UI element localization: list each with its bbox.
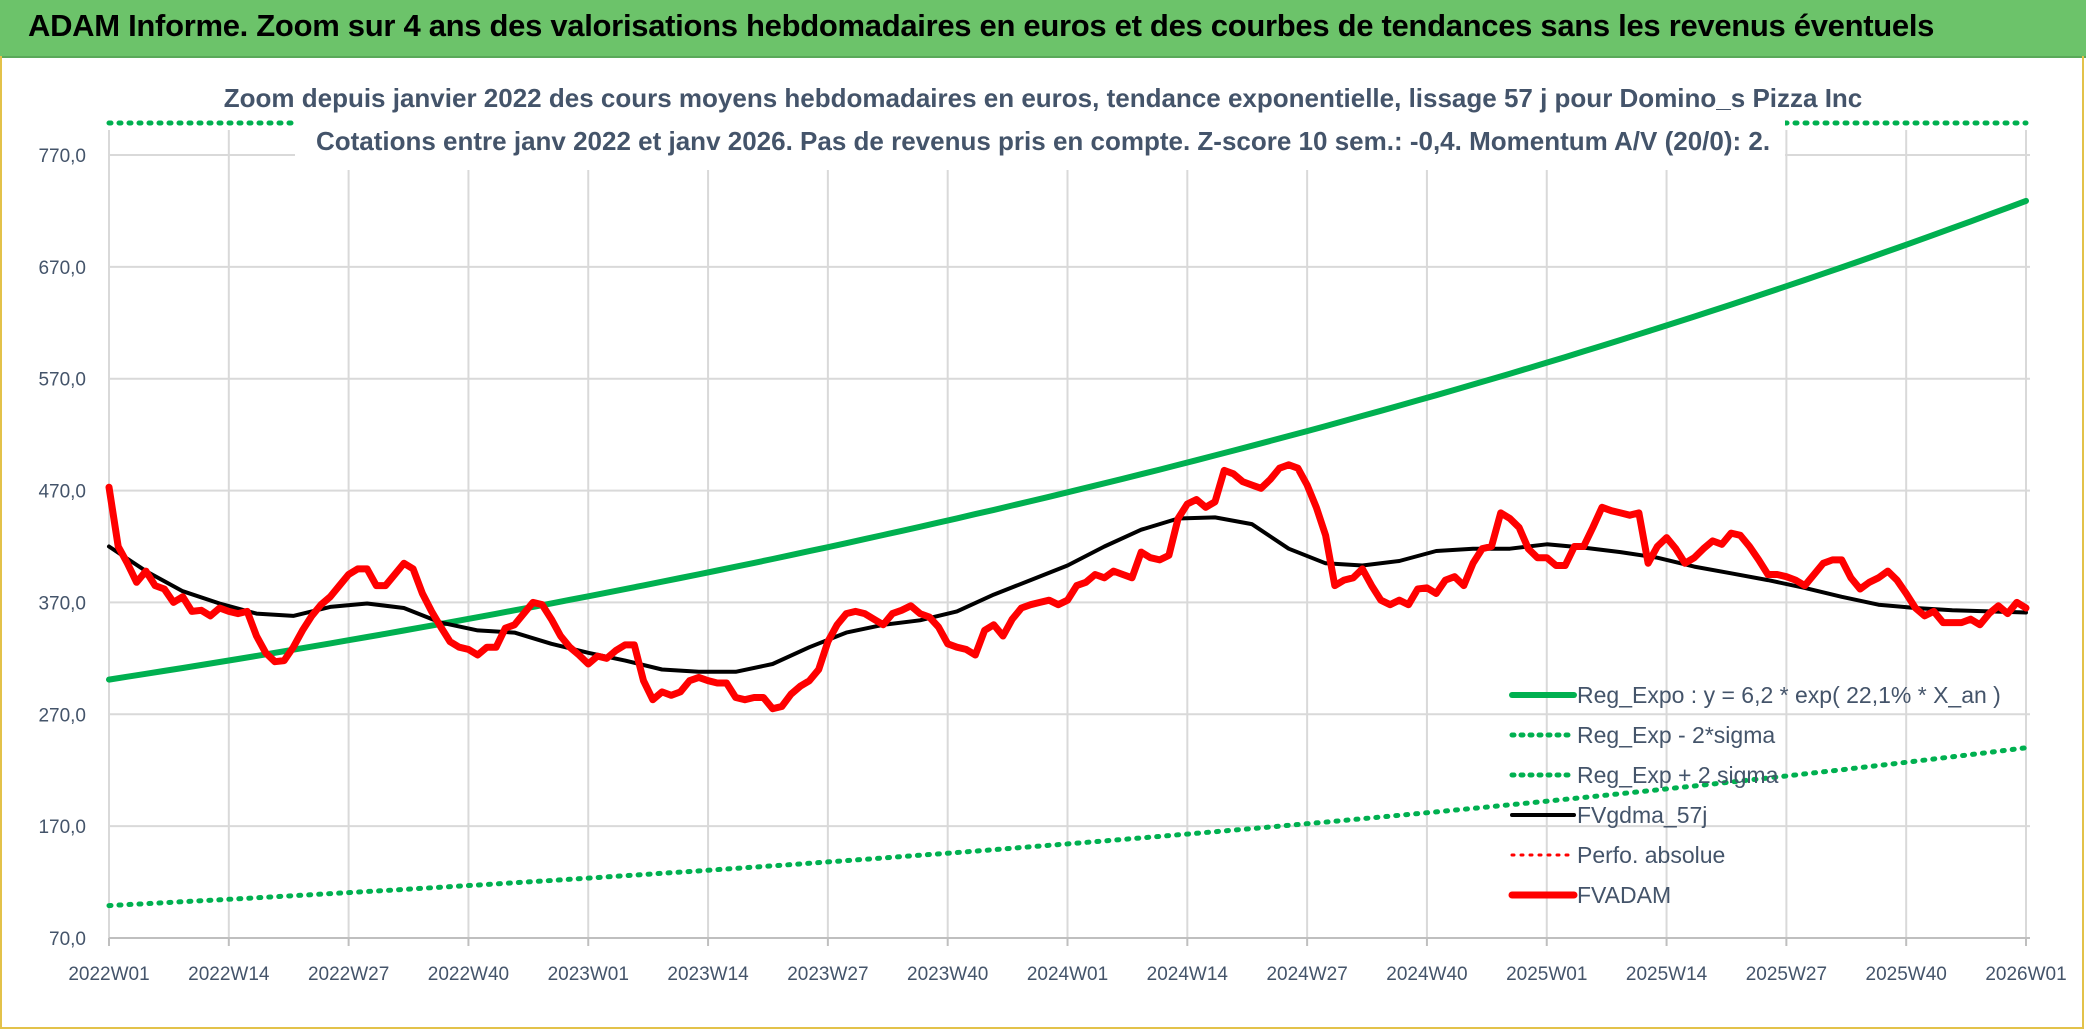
y-tick-label: 370,0 [38,593,86,614]
x-tick-label: 2022W14 [188,964,270,985]
banner-title: ADAM Informe. Zoom sur 4 ans des valoris… [28,8,1935,43]
y-tick-label: 570,0 [38,370,86,391]
x-tick-label: 2023W01 [548,964,629,985]
y-tick-label: 470,0 [38,482,86,503]
legend-label: Reg_Exp + 2 sigma [1577,762,1779,788]
y-tick-label: 670,0 [38,258,86,279]
x-tick-label: 2023W40 [907,964,988,985]
x-tick-label: 2025W01 [1506,964,1587,985]
legend-label: FVADAM [1577,882,1671,908]
x-tick-label: 2024W01 [1027,964,1108,985]
x-tick-label: 2022W27 [308,964,389,985]
x-tick-label: 2024W40 [1386,964,1467,985]
x-axis-ticks: 2022W01 2022W14 2022W27 2022W40 2023W01 2023W… [68,964,2066,985]
legend-label: Reg_Expo : y = 6,2 * exp( 22,1% * X_an ) [1577,682,2001,708]
legend: Reg_Expo : y = 6,2 * exp( 22,1% * X_an )… [1508,682,2001,908]
y-tick-label: 70,0 [49,929,86,950]
series-line-3 [107,515,2028,674]
y-tick-label: 170,0 [38,817,86,838]
grid [108,130,2030,946]
x-tick-label: 2022W01 [68,964,149,985]
series-line-1 [106,745,2029,909]
series-lines [105,120,2030,909]
chart-frame [0,56,2084,1029]
x-tick-label: 2024W14 [1147,964,1229,985]
report-banner: ADAM Informe. Zoom sur 4 ans des valoris… [0,0,2086,58]
legend-label: Perfo. absolue [1577,842,1725,868]
subtitle-box [295,74,1785,170]
x-tick-label: 2025W40 [1866,964,1947,985]
x-tick-label: 2026W01 [1985,964,2066,985]
x-tick-label: 2025W27 [1746,964,1827,985]
y-tick-label: 770,0 [38,146,86,167]
y-axis-ticks: 770,0 670,0 570,0 470,0 370,0 270,0 170,0 70,0 [38,146,86,950]
legend-label: Reg_Exp - 2*sigma [1577,722,1775,748]
x-tick-label: 2022W40 [428,964,509,985]
chart-title-line2: Cotations entre janv 2022 et janv 2026. … [315,126,1771,156]
y-tick-label: 270,0 [38,705,86,726]
series-line-5 [105,461,2030,713]
x-tick-label: 2025W14 [1626,964,1708,985]
legend-label: FVgdma_57j [1577,802,1707,828]
series-line-0 [106,197,2029,683]
x-tick-label: 2023W27 [787,964,868,985]
x-tick-label: 2023W14 [667,964,749,985]
chart-title-line1: Zoom depuis janvier 2022 des cours moyen… [223,83,1863,113]
x-tick-label: 2024W27 [1266,964,1347,985]
